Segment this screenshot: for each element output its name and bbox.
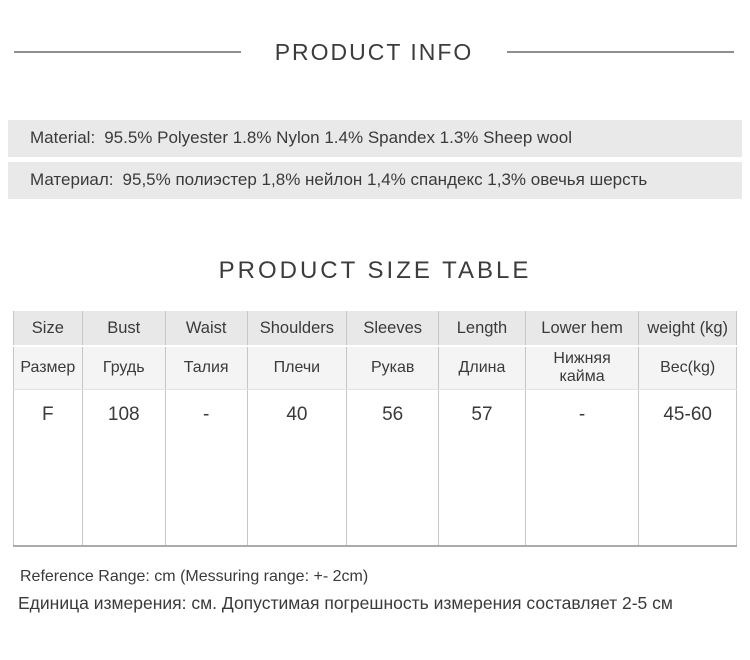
header-cell-bust: Bust [81,311,166,347]
size-table: Size Bust Waist Shoulders Sleeves Length… [13,311,737,547]
data-cell-waist: - [164,389,247,546]
table-header-row-ru: Размер Грудь Талия Плечи Рукав Длина Ниж… [13,346,737,390]
data-cell-length: 57 [438,389,526,546]
subheader-cell-bust-ru: Грудь [81,346,166,390]
header-cell-weight: weight (kg) [638,311,737,347]
table-data-row: F 108 - 40 56 57 - 45-60 [13,389,737,546]
subheader-cell-weight-ru: Вес(kg) [638,346,737,390]
subheader-cell-lower-hem-ru: Нижняя кайма [524,346,639,390]
data-cell-size: F [13,389,83,546]
material-row-ru: Материал: 95,5% полиэстер 1,8% нейлон 1,4… [8,162,742,199]
header-cell-size: Size [13,311,83,347]
data-cell-lower-hem: - [524,389,639,546]
product-info-title: PRODUCT INFO [274,38,474,65]
material-label-en: Material: [30,128,96,147]
data-cell-shoulders: 40 [246,389,347,546]
header-cell-waist: Waist [164,311,247,347]
reference-note-ru: Единица измерения: см. Допустимая погреш… [18,593,673,613]
header-cell-shoulders: Shoulders [246,311,347,347]
data-cell-weight: 45-60 [638,389,737,546]
product-info-header: PRODUCT INFO [14,30,735,74]
divider-line-left [14,51,241,53]
material-row-en: Material: 95.5% Polyester 1.8% Nylon 1.4%… [8,120,742,157]
subheader-cell-length-ru: Длина [438,346,526,390]
subheader-cell-shoulders-ru: Плечи [246,346,347,390]
material-value-ru: 95,5% полиэстер 1,8% нейлон 1,4% спандек… [122,170,648,189]
material-label-ru: Материал: [30,170,114,189]
reference-note-en: Reference Range: cm (Messuring range: +-… [20,568,369,585]
size-table-title: PRODUCT SIZE TABLE [218,257,532,284]
material-value-en: 95.5% Polyester 1.8% Nylon 1.4% Spandex … [104,128,572,147]
table-header-row-en: Size Bust Waist Shoulders Sleeves Length… [13,311,737,347]
subheader-cell-size-ru: Размер [13,346,83,390]
data-cell-bust: 108 [81,389,166,546]
data-cell-sleeves: 56 [346,389,439,546]
header-cell-lower-hem: Lower hem [524,311,639,347]
subheader-cell-sleeves-ru: Рукав [346,346,439,390]
header-cell-sleeves: Sleeves [346,311,439,347]
subheader-cell-waist-ru: Талия [164,346,247,390]
divider-line-right [507,51,735,53]
header-cell-length: Length [438,311,526,347]
